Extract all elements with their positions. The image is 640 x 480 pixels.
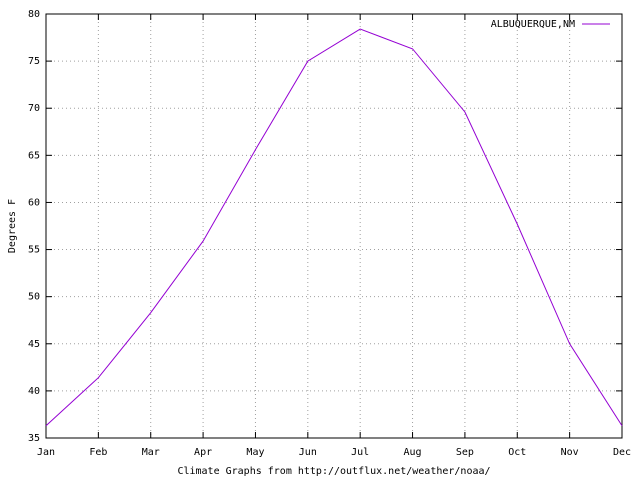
x-tick-label: Oct [508,447,526,458]
y-tick-label: 75 [28,56,40,67]
y-axis-label: Degrees F [7,199,18,253]
y-tick-label: 65 [28,150,40,161]
x-tick-label: Jun [299,447,317,458]
x-tick-label: Dec [613,447,631,458]
y-tick-label: 60 [28,197,40,208]
y-tick-label: 40 [28,386,40,397]
plot-frame [45,13,623,439]
x-tick-label: May [246,447,264,458]
x-tick-label: Mar [142,447,160,458]
y-tick-label: 55 [28,245,40,256]
x-tick-label: Aug [404,447,422,458]
y-tick-label: 80 [28,9,40,20]
x-tick-label: Jan [37,447,55,458]
line [45,28,623,427]
x-tick-label: Nov [561,447,579,458]
x-tick-label: Jul [351,447,369,458]
x-tick-label: Sep [456,447,474,458]
y-tick-label: 70 [28,103,40,114]
x-tick-label: Apr [194,447,212,458]
y-tick-label: 50 [28,292,40,303]
y-tick-label: 35 [28,433,40,444]
y-tick-label: 45 [28,339,40,350]
legend-label: ALBUQUERQUE,NM [491,19,575,30]
x-tick-label: Feb [89,447,107,458]
x-axis-label: Climate Graphs from http://outflux.net/w… [177,466,490,477]
